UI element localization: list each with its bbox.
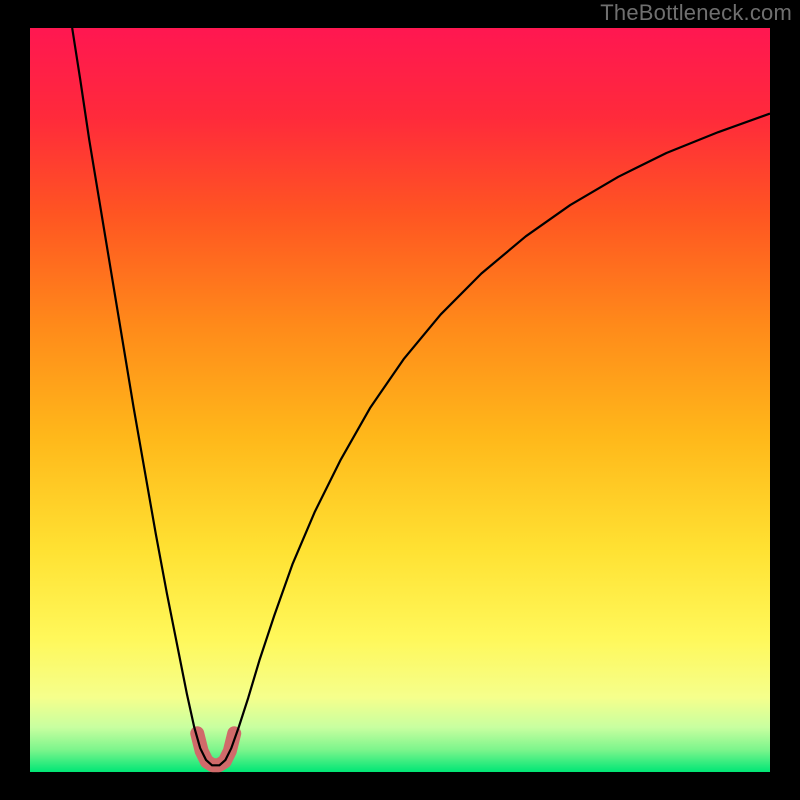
- chart-container: TheBottleneck.com: [0, 0, 800, 800]
- bottleneck-chart: [0, 0, 800, 800]
- watermark-text: TheBottleneck.com: [600, 0, 792, 26]
- gradient-background: [30, 28, 770, 772]
